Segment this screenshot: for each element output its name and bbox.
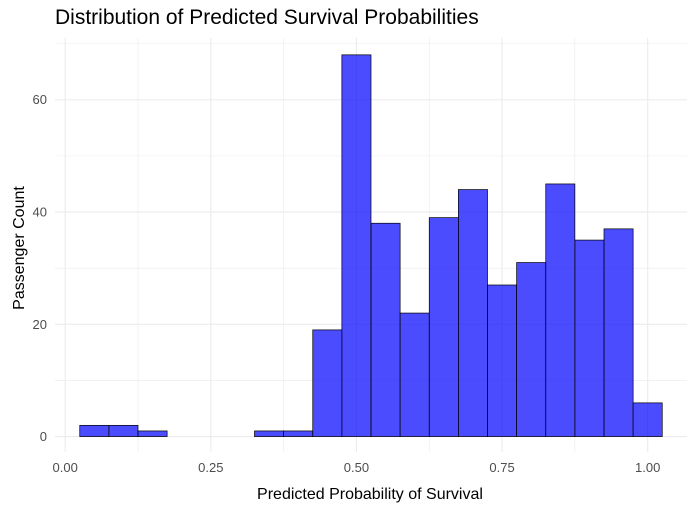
y-tick-label: 0 [40, 429, 47, 444]
x-tick-label: 1.00 [635, 460, 660, 475]
chart-title: Distribution of Predicted Survival Proba… [55, 6, 479, 29]
x-tick-label: 0.50 [344, 460, 369, 475]
histogram-bars [79, 54, 663, 437]
histogram-bar [370, 222, 401, 437]
histogram-bar [603, 228, 634, 437]
histogram-bar [487, 284, 517, 437]
histogram-bar [632, 402, 663, 437]
x-tick-label: 0.75 [489, 460, 514, 475]
y-tick-label: 60 [33, 92, 47, 107]
histogram-bar [516, 262, 547, 437]
x-axis-title: Predicted Probability of Survival [257, 486, 483, 503]
x-axis-ticks: 0.00 0.25 0.50 0.75 1.00 [53, 460, 661, 475]
histogram-bar [458, 189, 488, 437]
y-axis-title: Passenger Count [11, 186, 28, 310]
y-tick-label: 20 [33, 317, 47, 332]
x-tick-label: 0.25 [198, 460, 223, 475]
histogram-bar [254, 430, 284, 437]
histogram-bar [79, 424, 110, 437]
histogram-bar [574, 239, 605, 437]
histogram-bar [137, 430, 168, 437]
histogram-bar [341, 54, 372, 437]
histogram-bar [428, 217, 459, 437]
y-tick-label: 40 [33, 205, 47, 220]
histogram-bar [545, 183, 576, 437]
histogram-bar [312, 329, 343, 437]
x-tick-label: 0.00 [53, 460, 78, 475]
histogram-bar [399, 312, 430, 437]
histogram-bar [283, 430, 314, 437]
y-axis-ticks: 0 20 40 60 [33, 92, 47, 444]
histogram-bar [108, 424, 139, 437]
